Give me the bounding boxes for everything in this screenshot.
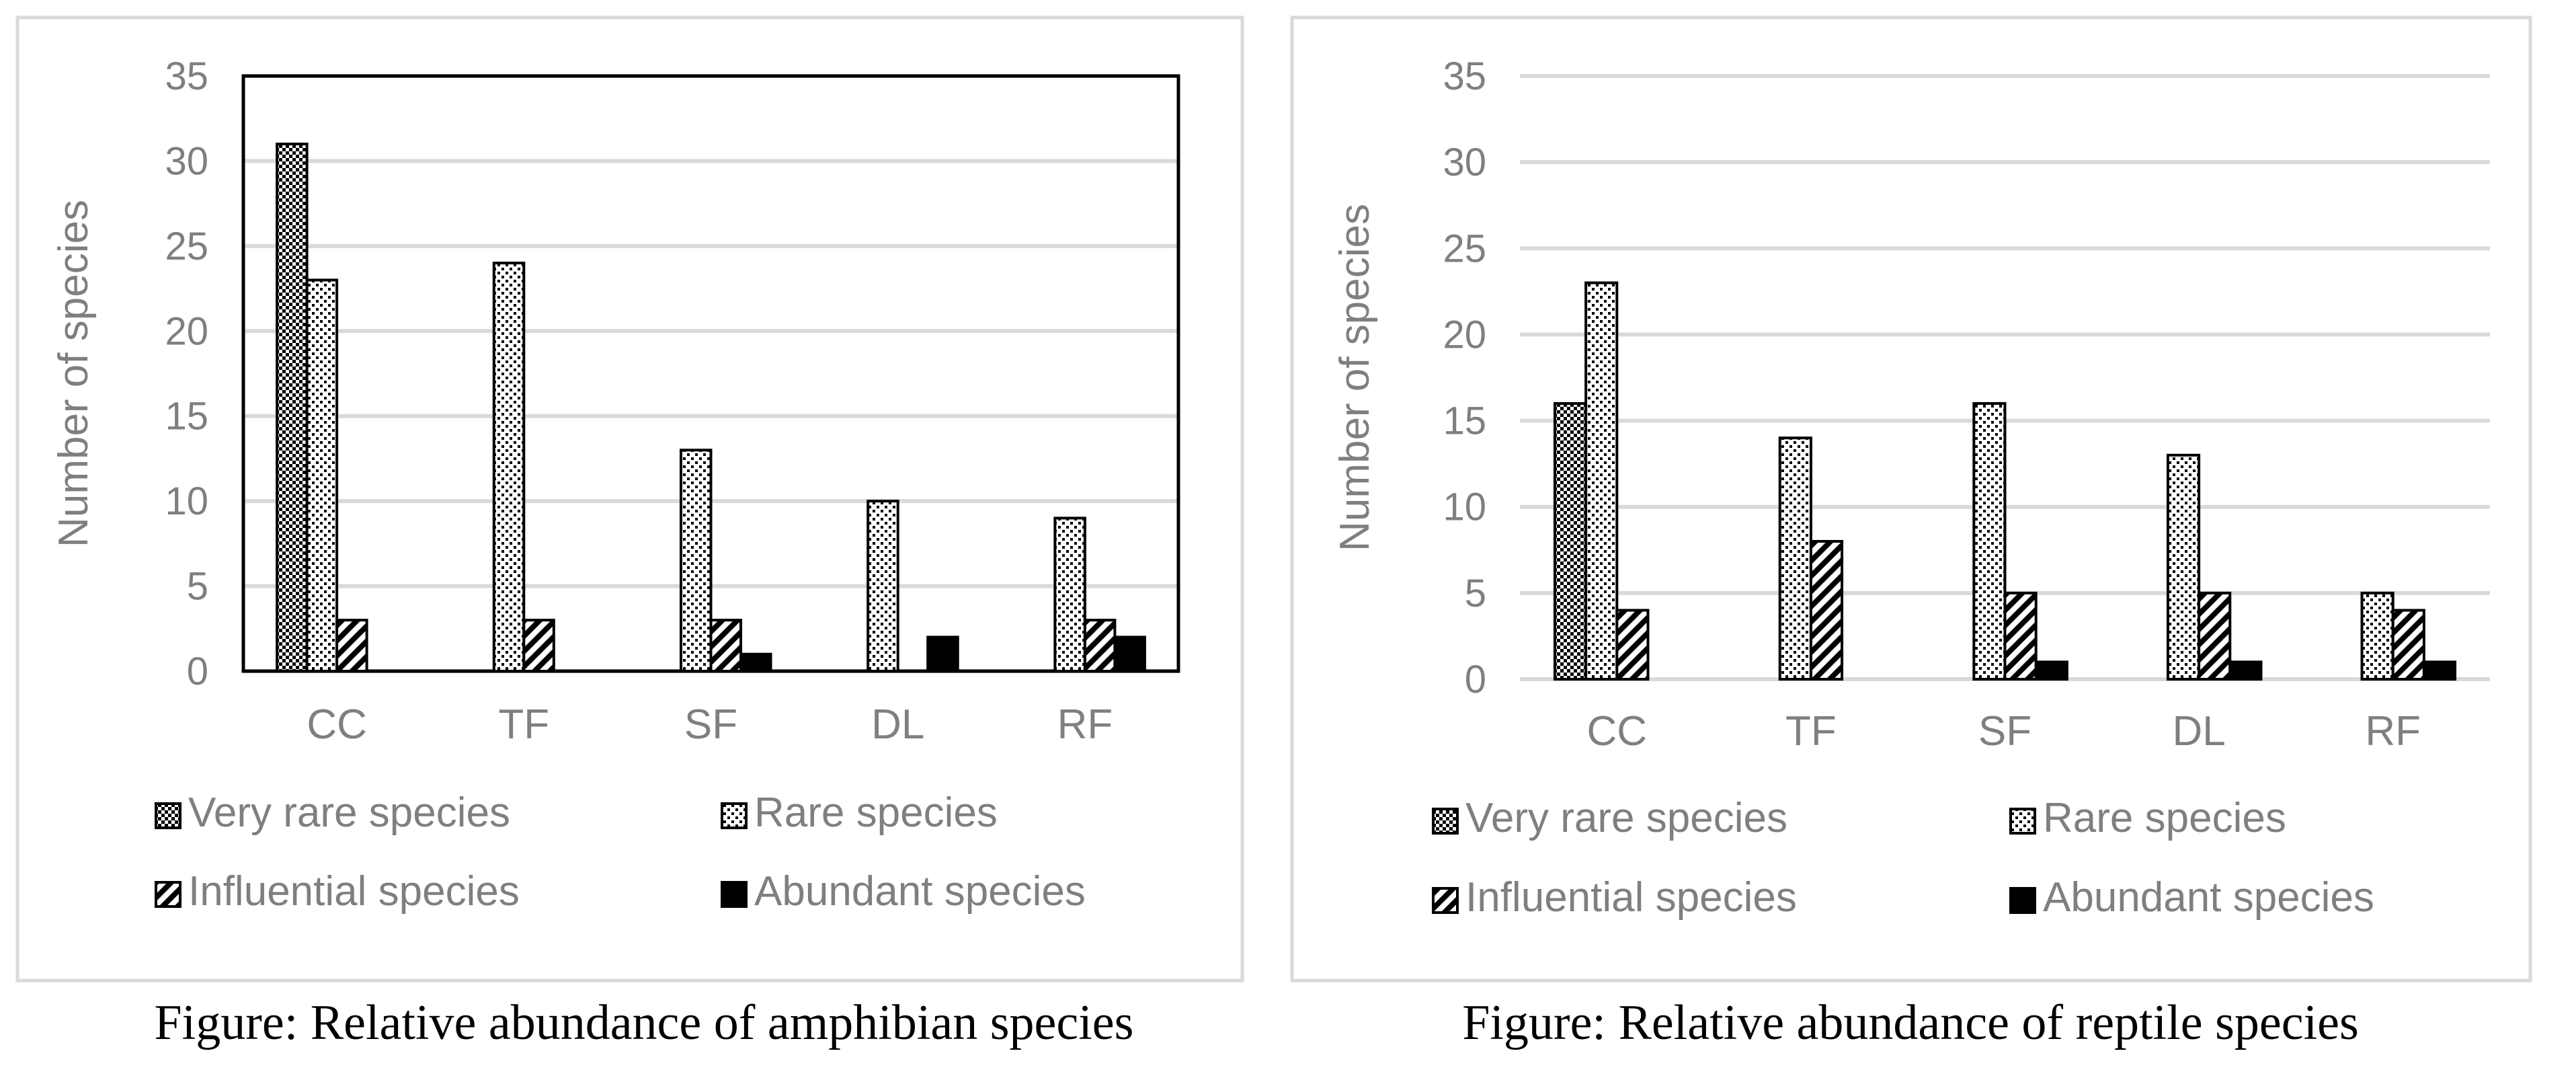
x-tick-label: SF	[1978, 708, 2031, 755]
bar	[2360, 591, 2394, 681]
bar	[2166, 453, 2201, 681]
bar	[1113, 636, 1146, 673]
bar	[867, 500, 899, 673]
bar	[305, 278, 339, 672]
bar	[492, 262, 526, 672]
bar	[1972, 401, 2007, 681]
bar	[1615, 609, 1650, 681]
bar	[2391, 609, 2425, 681]
x-tick-label: RF	[1057, 701, 1113, 748]
y-axis-title: Number of species	[1332, 204, 1378, 551]
bar	[739, 652, 772, 673]
bar	[276, 143, 309, 672]
bar	[679, 449, 713, 672]
y-tick-label: 25	[1443, 227, 1486, 270]
x-tick-label: TF	[1785, 708, 1837, 755]
legend-label: Influential species	[188, 868, 520, 915]
bar	[1778, 436, 1812, 681]
bar	[2034, 660, 2068, 681]
legend-swatch	[155, 802, 182, 829]
y-tick-label: 15	[165, 395, 208, 438]
bar	[2003, 591, 2038, 681]
y-tick-label: 20	[165, 309, 208, 353]
legend-swatch	[721, 802, 748, 829]
y-tick-label: 35	[165, 54, 208, 98]
y-tick-label: 15	[1443, 399, 1486, 443]
chart-caption: Figure: Relative abundance of amphibian …	[155, 995, 1134, 1050]
legend-label: Very rare species	[188, 790, 510, 836]
legend-label: Rare species	[2043, 795, 2286, 841]
bar	[709, 619, 743, 673]
bar	[1809, 539, 1844, 681]
bar	[522, 619, 555, 673]
bar	[1083, 619, 1117, 673]
x-tick-label: TF	[498, 701, 549, 748]
y-tick-label: 10	[165, 479, 208, 523]
chart-frame	[1290, 15, 2532, 983]
legend-label: Rare species	[754, 790, 998, 836]
x-tick-label: CC	[1587, 708, 1648, 755]
x-tick-label: CC	[307, 701, 367, 748]
y-tick-label: 5	[187, 565, 208, 609]
x-tick-label: DL	[2172, 708, 2225, 755]
legend-swatch	[721, 881, 748, 908]
legend-swatch	[1432, 808, 1459, 835]
amphibian-chart-panel: Figure: Relative abundance of amphibian …	[15, 15, 1244, 1050]
legend-swatch	[1432, 887, 1459, 914]
legend-label: Abundant species	[2043, 874, 2374, 921]
y-tick-label: 10	[1443, 486, 1486, 529]
y-tick-label: 35	[1443, 54, 1486, 98]
y-tick-label: 25	[165, 225, 208, 268]
legend-swatch	[2009, 887, 2036, 914]
bar	[1553, 401, 1588, 681]
y-tick-label: 30	[165, 139, 208, 183]
reptile-chart: Figure: Relative abundance of reptile sp…	[1290, 15, 2532, 1050]
chart-caption: Figure: Relative abundance of reptile sp…	[1462, 995, 2359, 1050]
legend-swatch	[2009, 808, 2036, 835]
y-tick-label: 0	[1465, 658, 1486, 701]
legend-label: Influential species	[1465, 874, 1797, 921]
y-axis-title: Number of species	[50, 200, 97, 547]
x-tick-label: SF	[684, 701, 737, 748]
bar	[1584, 281, 1619, 681]
bar	[2228, 660, 2263, 681]
bar	[2422, 660, 2457, 681]
y-tick-label: 20	[1443, 313, 1486, 356]
legend-label: Very rare species	[1465, 795, 1787, 841]
amphibian-chart: Figure: Relative abundance of amphibian …	[15, 15, 1244, 1050]
y-tick-label: 30	[1443, 141, 1486, 184]
bar	[335, 619, 368, 673]
bar	[926, 636, 959, 673]
y-tick-label: 0	[187, 650, 208, 693]
bar	[1053, 516, 1086, 673]
x-tick-label: DL	[871, 701, 924, 748]
reptile-chart-panel: Figure: Relative abundance of reptile sp…	[1288, 0, 2576, 1078]
bar	[2198, 591, 2232, 681]
legend-swatch	[155, 881, 182, 908]
legend-label: Abundant species	[754, 868, 1086, 915]
chart-frame	[15, 15, 1244, 983]
y-tick-label: 5	[1465, 572, 1486, 615]
x-tick-label: RF	[2365, 708, 2421, 755]
